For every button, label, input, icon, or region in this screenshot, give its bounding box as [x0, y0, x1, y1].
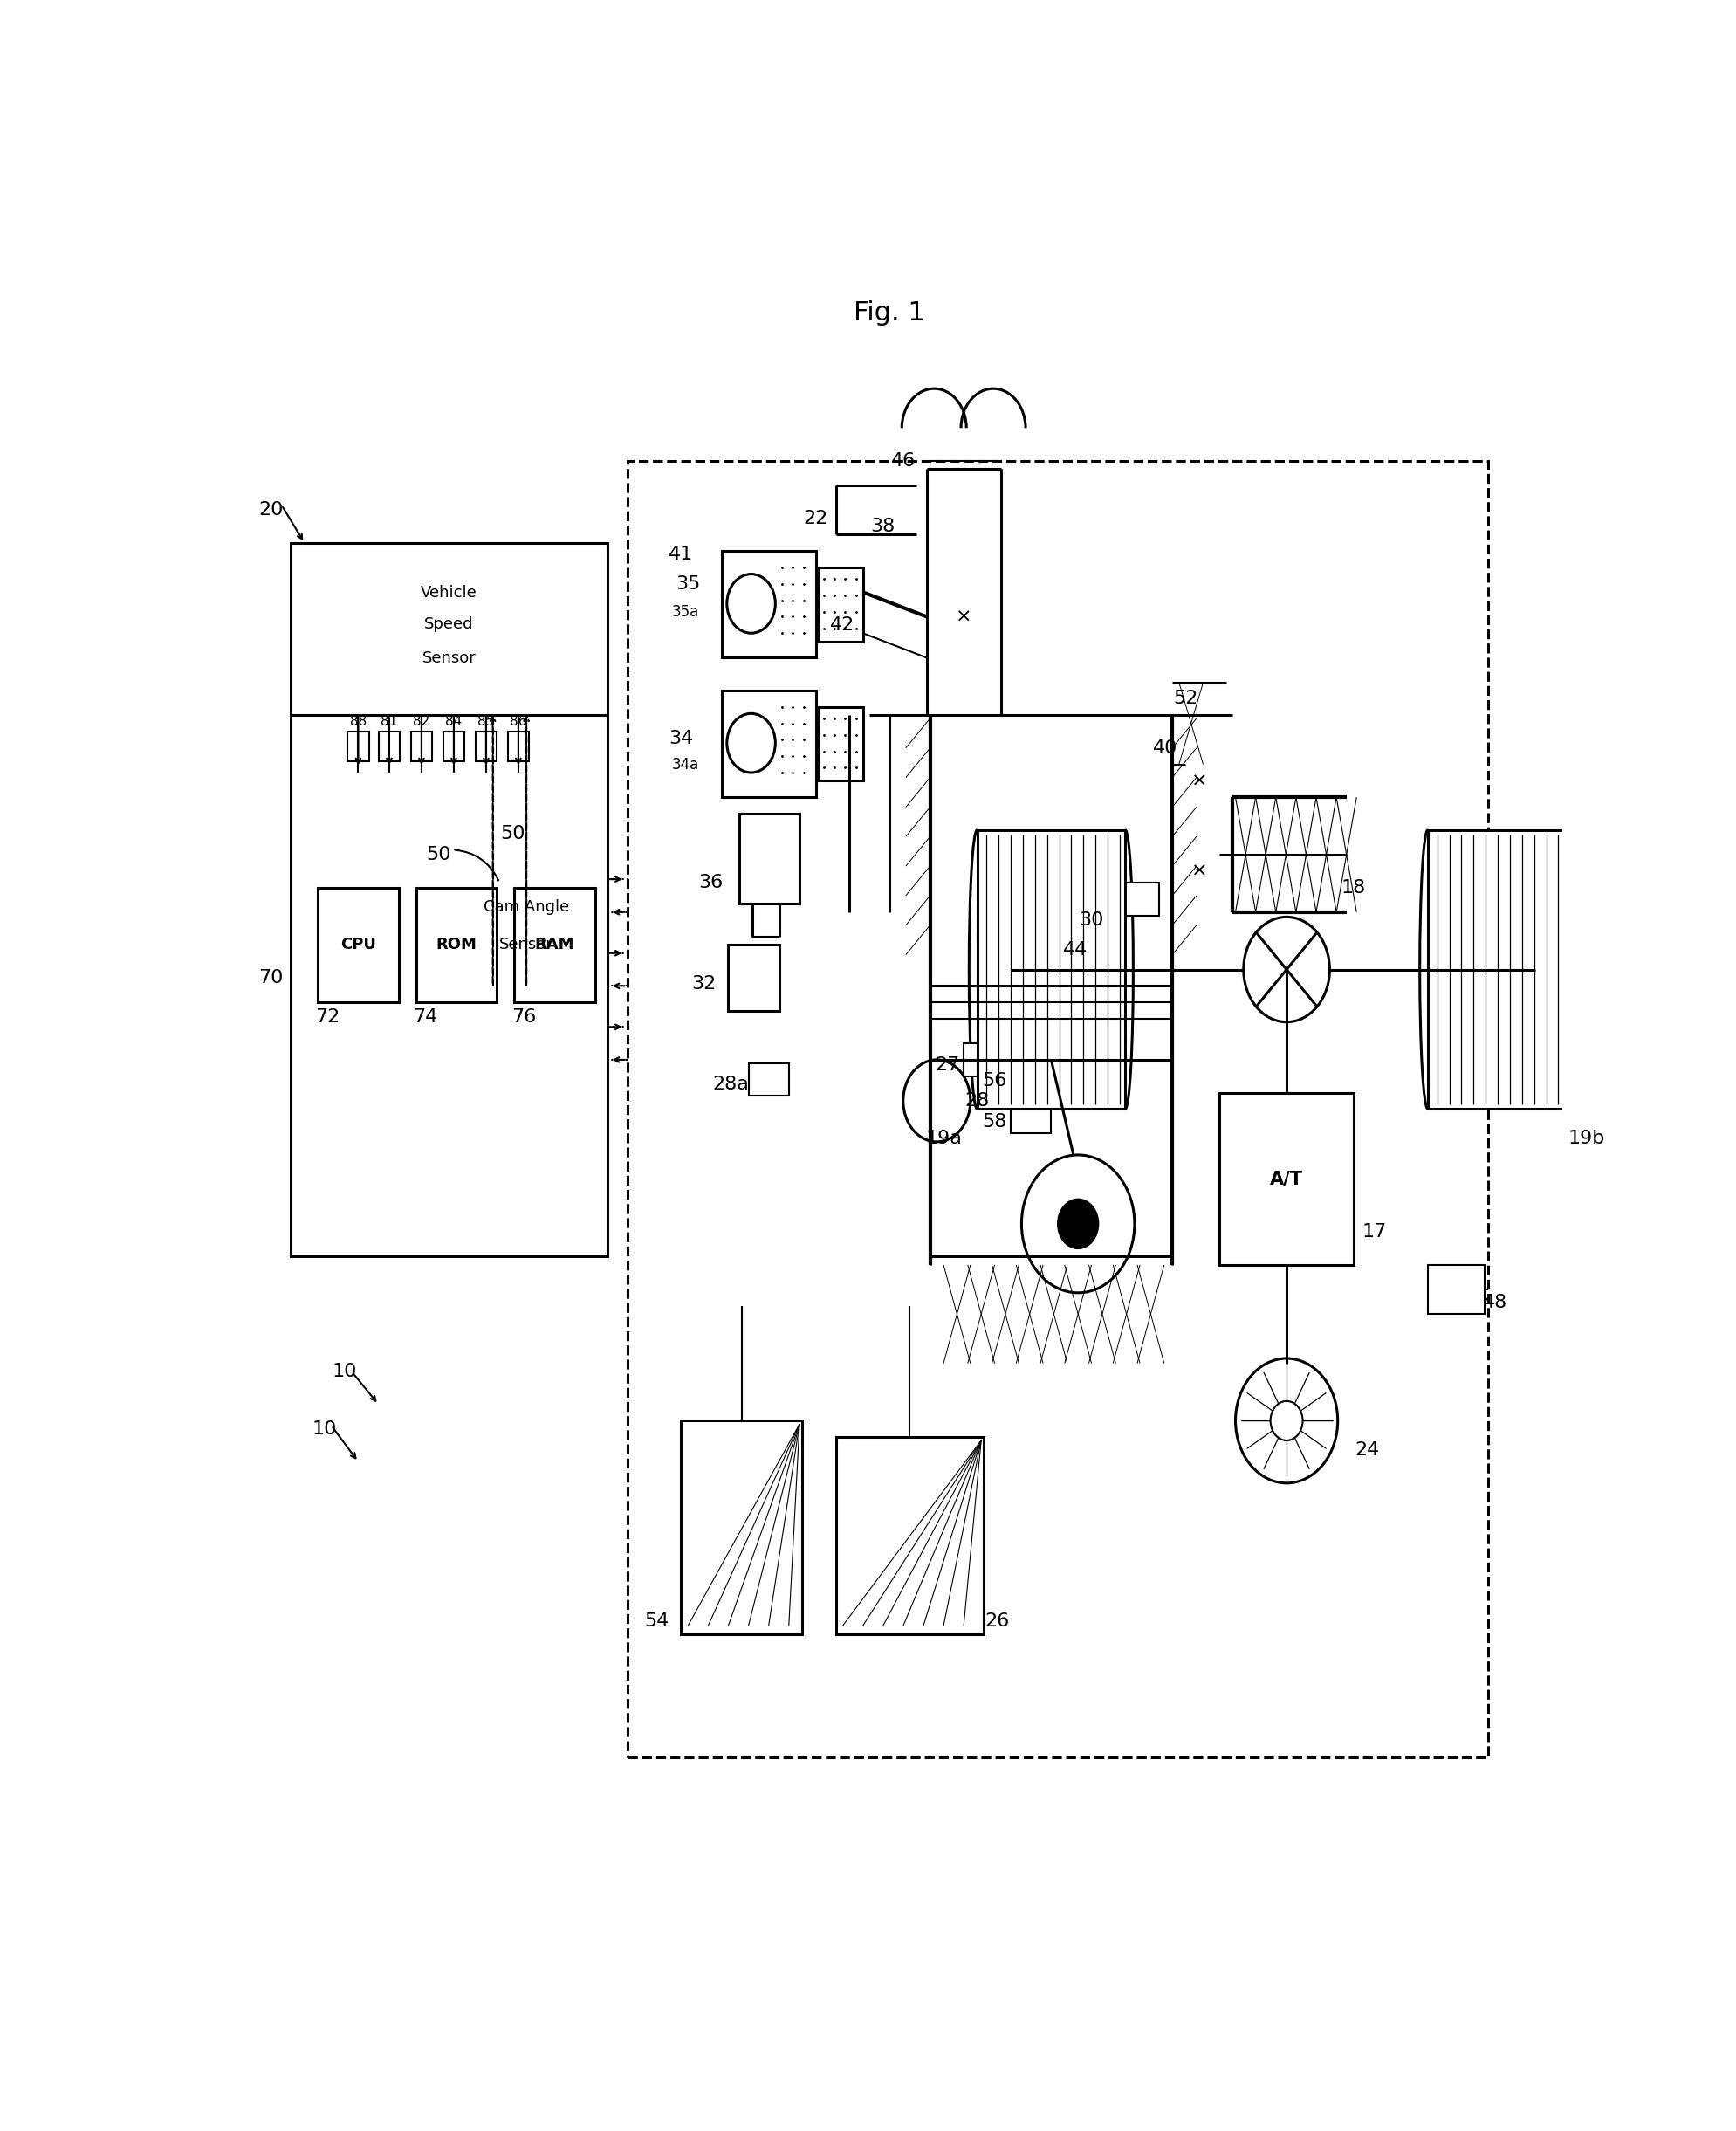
Bar [292, 716, 608, 1257]
Bar [347, 731, 370, 761]
Bar [476, 731, 496, 761]
Text: 22: 22 [804, 509, 828, 526]
Bar [292, 543, 608, 716]
Text: 19b: 19b [1568, 1129, 1606, 1146]
Text: 40: 40 [1153, 739, 1179, 757]
Text: ×: × [955, 607, 972, 624]
Text: 32: 32 [691, 976, 717, 993]
Bar [627, 460, 1488, 1758]
Text: 86: 86 [510, 716, 526, 729]
Text: 30: 30 [1080, 912, 1104, 929]
Text: 54: 54 [644, 1613, 670, 1630]
Bar [977, 831, 1125, 1108]
Text: 76: 76 [512, 1008, 536, 1025]
Bar [1219, 1093, 1354, 1266]
Circle shape [1271, 1400, 1302, 1441]
Bar [507, 731, 529, 761]
Text: 48: 48 [1483, 1294, 1507, 1311]
Text: 35: 35 [675, 575, 700, 592]
Bar [378, 731, 399, 761]
Bar [1010, 1102, 1050, 1134]
Text: 82: 82 [413, 716, 431, 729]
Text: 56: 56 [983, 1072, 1007, 1089]
Text: 18: 18 [1342, 878, 1366, 897]
Text: Speed: Speed [424, 616, 474, 633]
Text: 85: 85 [477, 716, 495, 729]
Text: A/T: A/T [1271, 1170, 1304, 1187]
Text: 28a: 28a [713, 1076, 750, 1093]
Text: 27: 27 [936, 1057, 960, 1074]
Text: 36: 36 [698, 874, 724, 891]
Bar [818, 707, 863, 780]
Bar [740, 814, 800, 904]
Text: 50: 50 [427, 846, 451, 863]
Text: 20: 20 [259, 501, 283, 518]
Bar [722, 552, 816, 658]
Bar [748, 1063, 788, 1095]
Text: Cam Angle: Cam Angle [484, 899, 569, 914]
Circle shape [1057, 1200, 1099, 1249]
Bar [417, 886, 496, 1002]
Text: 19a: 19a [925, 1129, 962, 1146]
Text: 46: 46 [891, 452, 915, 469]
Text: RAM: RAM [535, 938, 575, 953]
Bar [1427, 1266, 1484, 1315]
Text: 52: 52 [1174, 690, 1198, 707]
Circle shape [1021, 1155, 1135, 1294]
Text: 38: 38 [871, 518, 896, 535]
Text: 42: 42 [830, 616, 854, 633]
Bar [1116, 882, 1160, 916]
Bar [514, 886, 595, 1002]
Text: Sensor: Sensor [500, 938, 554, 953]
Bar [681, 1421, 802, 1634]
Text: Vehicle: Vehicle [420, 586, 477, 601]
Text: 44: 44 [1062, 942, 1088, 959]
Text: 34: 34 [668, 729, 693, 746]
Text: Sensor: Sensor [422, 650, 476, 667]
Text: 74: 74 [413, 1008, 437, 1025]
Text: 10: 10 [332, 1364, 358, 1381]
Text: 72: 72 [314, 1008, 340, 1025]
Text: ×: × [1191, 771, 1207, 788]
Text: ROM: ROM [436, 938, 477, 953]
Bar [1427, 831, 1576, 1108]
Bar [963, 1044, 1003, 1076]
Text: 35a: 35a [672, 603, 700, 620]
Text: 26: 26 [984, 1613, 1010, 1630]
Bar [411, 731, 432, 761]
Text: 88: 88 [351, 716, 366, 729]
Text: 24: 24 [1356, 1441, 1380, 1460]
Text: 50: 50 [500, 825, 526, 842]
Text: ×: × [1191, 863, 1207, 880]
Text: 17: 17 [1361, 1223, 1387, 1240]
Bar [837, 1436, 984, 1634]
Text: Fig. 1: Fig. 1 [854, 300, 925, 326]
Bar [446, 886, 608, 987]
Text: 28: 28 [965, 1091, 990, 1110]
Text: 81: 81 [380, 716, 398, 729]
Text: 34a: 34a [672, 757, 700, 771]
Text: 41: 41 [668, 546, 693, 563]
Text: CPU: CPU [340, 938, 377, 953]
Text: 10: 10 [312, 1419, 337, 1438]
Text: 84: 84 [446, 716, 462, 729]
Bar [818, 567, 863, 641]
Text: 58: 58 [983, 1112, 1007, 1132]
Bar [722, 690, 816, 797]
Bar [729, 944, 779, 1010]
Bar [1010, 1059, 1050, 1093]
Bar [318, 886, 399, 1002]
Text: 70: 70 [259, 970, 283, 987]
Bar [443, 731, 465, 761]
